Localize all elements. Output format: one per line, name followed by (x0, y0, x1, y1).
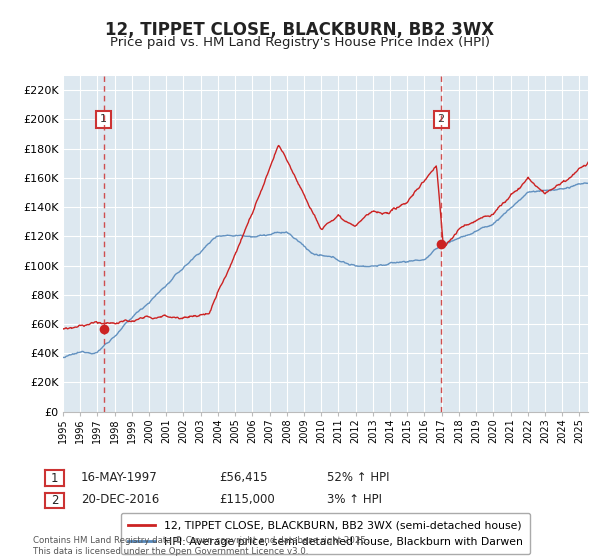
Text: 3% ↑ HPI: 3% ↑ HPI (327, 493, 382, 506)
Text: Price paid vs. HM Land Registry's House Price Index (HPI): Price paid vs. HM Land Registry's House … (110, 36, 490, 49)
Text: Contains HM Land Registry data © Crown copyright and database right 2025.
This d: Contains HM Land Registry data © Crown c… (33, 536, 368, 556)
Text: 2: 2 (437, 114, 445, 124)
Text: £115,000: £115,000 (219, 493, 275, 506)
Text: £56,415: £56,415 (219, 470, 268, 484)
Text: 2: 2 (51, 494, 58, 507)
Text: 12, TIPPET CLOSE, BLACKBURN, BB2 3WX: 12, TIPPET CLOSE, BLACKBURN, BB2 3WX (106, 21, 494, 39)
Text: 1: 1 (51, 472, 58, 485)
Text: 20-DEC-2016: 20-DEC-2016 (81, 493, 159, 506)
Text: 1: 1 (100, 114, 107, 124)
Text: 16-MAY-1997: 16-MAY-1997 (81, 470, 158, 484)
Legend: 12, TIPPET CLOSE, BLACKBURN, BB2 3WX (semi-detached house), HPI: Average price, : 12, TIPPET CLOSE, BLACKBURN, BB2 3WX (se… (121, 513, 530, 554)
Text: 52% ↑ HPI: 52% ↑ HPI (327, 470, 389, 484)
